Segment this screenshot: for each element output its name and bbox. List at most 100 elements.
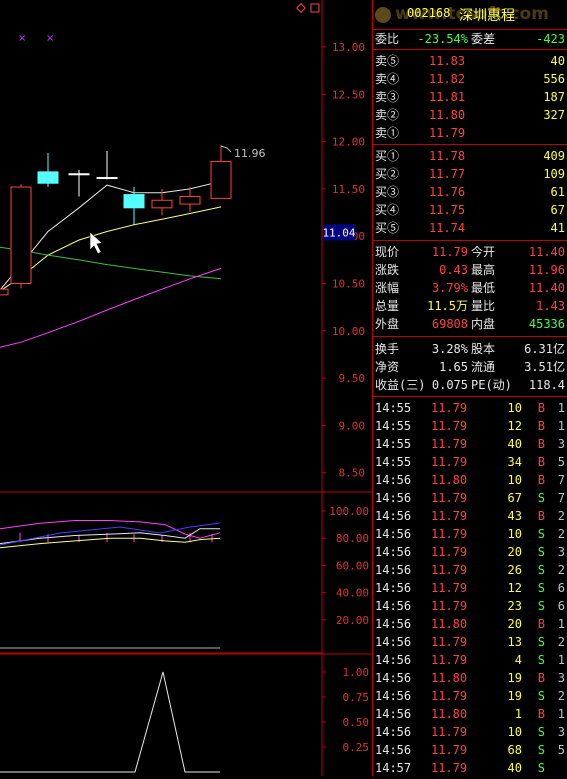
ask-row: 卖③ 11.81 187	[373, 88, 567, 106]
price-tick-label: 12.00	[332, 136, 365, 149]
quote-row: 总量 11.5万 量比 1.43	[373, 297, 567, 315]
tick-direction: B	[537, 401, 545, 415]
tick-count: 3	[557, 545, 565, 559]
ask-label: 卖②	[375, 108, 400, 122]
ask-volume: 40	[550, 54, 565, 68]
tick-direction: S	[537, 689, 545, 703]
quote-value: 45336	[528, 317, 565, 331]
moving-average-line	[0, 267, 222, 348]
price-tick-label: 9.00	[339, 419, 366, 432]
tick-count: 1	[557, 653, 565, 667]
indicator-line	[0, 520, 221, 539]
bid-price: 11.74	[429, 221, 466, 235]
quote-panel: www.tcsoft.com 002168 深圳惠程 委比 -23.54% 委差 -4…	[372, 0, 567, 776]
window-icon	[310, 3, 320, 13]
tick-time: 14:56	[375, 743, 412, 757]
trade-tick-row: 14:56 11.80 1 B 1	[373, 705, 567, 723]
ask-row: 卖② 11.80 327	[373, 106, 567, 124]
quote-row: 涨跌 0.43 最高 11.96	[373, 261, 567, 279]
quote-label: 最高	[471, 263, 496, 277]
tick-count: 1	[557, 617, 565, 631]
tick-volume: 19	[507, 671, 522, 685]
ask-price: 11.79	[429, 126, 466, 140]
trade-tick-row: 14:56 11.79 19 S 2	[373, 687, 567, 705]
tick-count: 5	[557, 743, 565, 757]
divider	[373, 336, 567, 337]
fundamental-label: PE(动)	[471, 378, 512, 392]
tick-time: 14:56	[375, 527, 412, 541]
signal-marker: ×	[18, 33, 26, 44]
tick-direction: S	[537, 761, 545, 775]
indicator-line	[0, 537, 221, 549]
bid-price: 11.76	[429, 185, 466, 199]
indicator-tick-label: 60.00	[336, 559, 369, 572]
tick-count: 3	[557, 671, 565, 685]
tick-count: 6	[557, 599, 565, 613]
watermark-text: www.tcsoft.com	[395, 4, 549, 24]
tick-time: 14:56	[375, 689, 412, 703]
candle-body	[179, 195, 201, 205]
indicator-tick-label: 80.00	[336, 532, 369, 545]
tick-volume: 12	[507, 419, 522, 433]
tick-price: 11.79	[431, 581, 468, 595]
indicator-line	[0, 522, 221, 546]
kline-chart[interactable]: ××13.0012.5012.0011.5011.0010.5010.009.5…	[0, 0, 372, 776]
fundamental-label: 换手	[375, 342, 400, 356]
trade-tick-row: 14:55 11.79 10 B 1	[373, 399, 567, 417]
chart-canvas: ××13.0012.5012.0011.5011.0010.5010.009.5…	[0, 0, 372, 776]
fundamental-label: 净资	[375, 360, 400, 374]
volume-tick-label: 1.00	[343, 666, 370, 679]
ask-price: 11.83	[429, 54, 466, 68]
quote-value: 11.79	[431, 245, 468, 259]
trade-tick-row: 14:56 11.79 10 S 3	[373, 723, 567, 741]
tick-price: 11.79	[431, 653, 468, 667]
signal-marker: ×	[46, 33, 54, 44]
tick-volume: 10	[507, 527, 522, 541]
tick-price: 11.79	[431, 527, 468, 541]
bid-label: 买②	[375, 167, 400, 181]
tick-time: 14:56	[375, 563, 412, 577]
fundamental-row: 换手 3.28% 股本 6.31亿	[373, 340, 567, 358]
quote-value: 0.43	[439, 263, 468, 277]
tick-price: 11.79	[431, 761, 468, 775]
price-tick-label: 11.50	[332, 183, 365, 196]
tick-direction: S	[537, 527, 545, 541]
volume-tick-label: 0.50	[343, 716, 370, 729]
ask-row: 卖⑤ 11.83 40	[373, 52, 567, 70]
bid-price: 11.78	[429, 149, 466, 163]
tick-price: 11.79	[431, 491, 468, 505]
trade-tick-row: 14:56 11.79 20 S 3	[373, 543, 567, 561]
candle-body	[37, 171, 59, 184]
tick-direction: S	[537, 563, 545, 577]
tick-count: 2	[557, 509, 565, 523]
trade-tick-row: 14:55 11.79 40 B 3	[373, 435, 567, 453]
tick-price: 11.79	[431, 635, 468, 649]
tick-price: 11.79	[431, 419, 468, 433]
tick-volume: 10	[507, 473, 522, 487]
tick-price: 11.80	[431, 707, 468, 721]
mouse-cursor-icon	[89, 231, 103, 255]
fundamental-label: 股本	[471, 342, 496, 356]
tick-direction: B	[537, 671, 545, 685]
fundamental-row: 净资 1.65 流通 3.51亿	[373, 358, 567, 376]
quote-label: 内盘	[471, 317, 496, 331]
quote-row: 现价 11.79 今开 11.40	[373, 243, 567, 261]
quote-value: 11.5万	[427, 299, 468, 313]
tick-time: 14:56	[375, 653, 412, 667]
tick-volume: 68	[507, 743, 522, 757]
tick-direction: S	[537, 599, 545, 613]
tick-volume: 67	[507, 491, 522, 505]
bid-volume: 61	[550, 185, 565, 199]
tick-direction: B	[537, 437, 545, 451]
tick-time: 14:57	[375, 761, 412, 775]
tick-price: 11.80	[431, 473, 468, 487]
bid-row: 买⑤ 11.74 41	[373, 219, 567, 237]
candle-body	[123, 194, 145, 209]
tick-price: 11.79	[431, 743, 468, 757]
bid-volume: 41	[550, 221, 565, 235]
diamond-icon	[296, 3, 306, 13]
trade-tick-row: 14:56 11.79 4 S 1	[373, 651, 567, 669]
tick-price: 11.79	[431, 401, 468, 415]
trade-tick-row: 14:57 11.79 40 S	[373, 759, 567, 777]
tick-count: 2	[557, 689, 565, 703]
